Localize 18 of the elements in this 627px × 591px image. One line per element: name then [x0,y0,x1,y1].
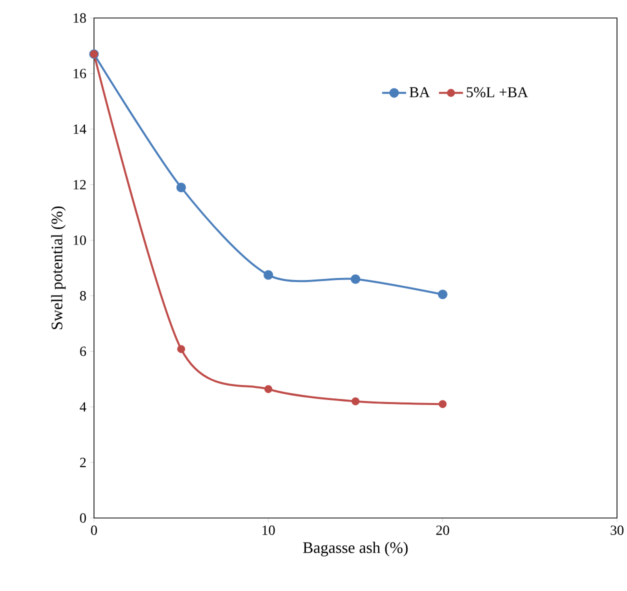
y-tick-label: 12 [74,180,86,190]
legend-label: 5%L +BA [466,87,528,98]
y-tick-label: 4 [80,402,86,412]
y-tick-label: 6 [80,346,86,356]
legend-label: BA [410,87,430,98]
y-tick-label: 18 [74,13,86,23]
x-tick-label: 30 [610,526,624,535]
y-axis-title: Swell potential (%) [51,206,66,330]
y-tick-label: 10 [74,235,86,245]
y-tick-label: 16 [74,68,86,78]
y-tick-label: 2 [80,458,86,468]
y-tick-label: 0 [80,513,86,523]
x-tick-label: 0 [91,526,97,535]
x-tick-label: 10 [262,526,275,535]
x-tick-label: 20 [436,526,450,535]
y-tick-label: 14 [74,124,86,134]
x-axis-title: Bagasse ash (%) [303,542,408,556]
y-tick-label: 8 [80,291,86,300]
